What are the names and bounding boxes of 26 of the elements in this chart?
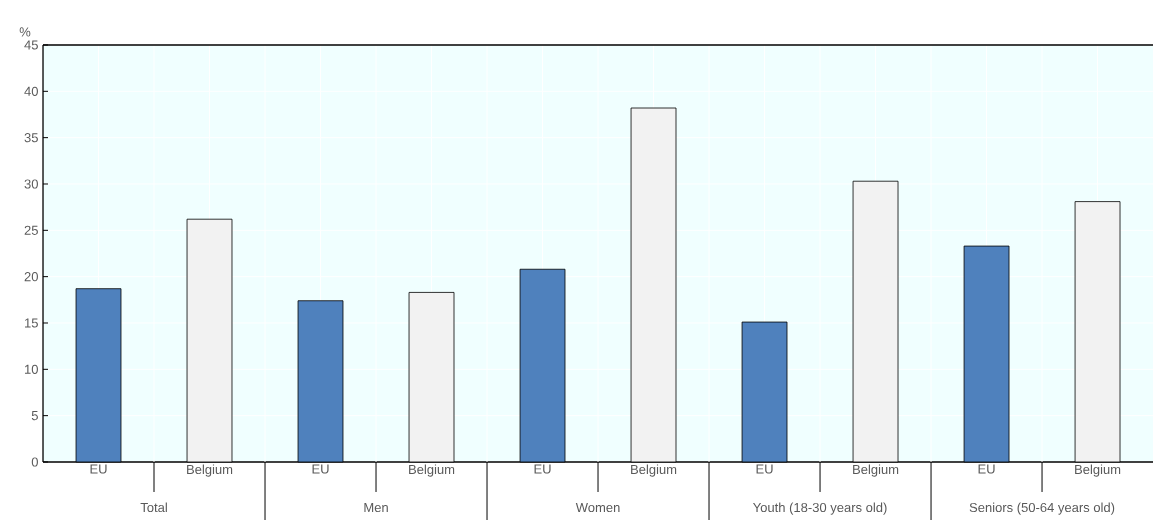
text: EU [978,464,995,474]
y-tick-label: 15 [25,318,38,328]
y-tick-label: 35 [24,133,38,143]
y-tick-label: 25 [24,225,38,235]
y-tick-label: 0 [31,457,38,467]
y-axis-title: % [19,27,31,37]
series-label: EU [90,464,107,474]
text: Belgium [409,464,455,477]
text: EU [534,464,551,474]
x-tick-label: Youth (18-30 years old) [752,502,887,515]
x-tick-label: Total [140,502,167,513]
x-tick-label: Men [364,503,388,513]
text: EU [756,464,773,474]
text: Belgium [1075,464,1121,477]
x-tick-label: Seniors (50-64 years old) [969,502,1115,515]
y-tick-label: 10 [25,364,38,374]
series-label: Belgium [187,464,233,477]
y-tick-label: 30 [24,179,38,189]
y-tick-label: 40 [24,86,38,96]
text: Belgium [631,464,677,477]
x-tick-label: Women [575,503,620,513]
text: Belgium [853,464,899,477]
y-tick-label: 45 [24,40,38,50]
y-tick-label: 5 [31,411,38,421]
text: EU [312,464,329,474]
y-tick-label: 20 [24,272,38,282]
